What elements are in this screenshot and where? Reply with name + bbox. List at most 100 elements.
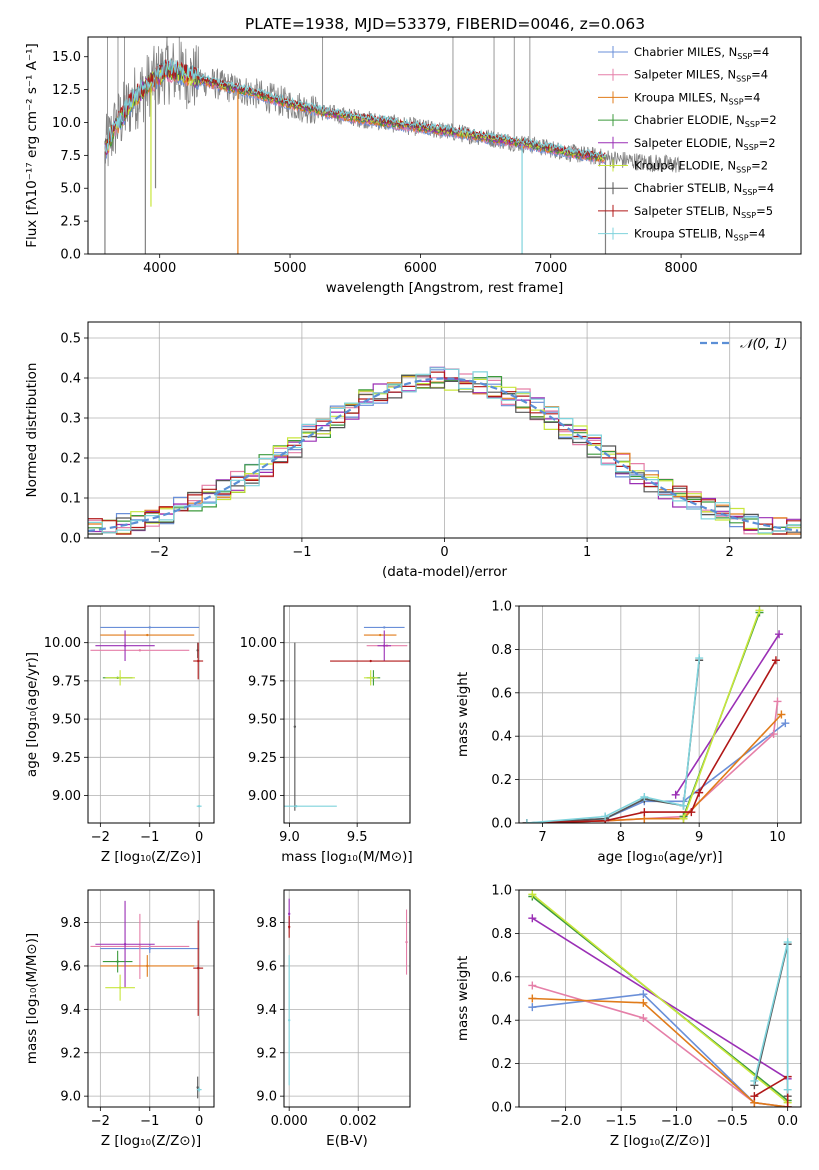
x-axis-label: age [log₁₀(age/yr)] (597, 849, 722, 865)
panel-residual_histogram: −2 −1 0 1 2 0.0 0.1 0.2 0.3 0.4 0.5 (data-model)/er… (24, 321, 802, 580)
legend-label: Salpeter ELODIE, NSSP=2 (634, 136, 776, 152)
axes-frame (283, 605, 411, 824)
x-axis-label: wavelength [Angstrom, rest frame] (326, 280, 564, 296)
y-tick-label: 0.4 (60, 372, 81, 387)
y-axis-label: Normed distribution (24, 363, 40, 498)
y-tick-label: 9.8 (256, 916, 277, 931)
series-marker (781, 719, 790, 728)
series-marker (639, 1014, 648, 1023)
plot-area (104, 37, 682, 254)
series-marker (639, 998, 648, 1007)
series-marker (528, 890, 537, 899)
x-axis-label: mass [log₁₀(M/M⊙)] (281, 849, 412, 865)
y-tick-label: 9.0 (256, 1090, 277, 1105)
x-tick-label: 1 (583, 545, 591, 560)
series-marker (783, 1085, 792, 1094)
panel-mass_vs_Z: −2 −1 0 9.0 9.2 9.4 9.6 9.8 Z [log₁₀(Z/Z⊙)] mass … (24, 889, 215, 1149)
data-point (294, 804, 298, 808)
series-marker (528, 1003, 537, 1012)
x-tick-label: −2 (91, 1114, 110, 1129)
y-tick-label: 0.0 (60, 532, 81, 547)
series-marker (755, 606, 764, 615)
y-tick-label: 9.25 (248, 751, 277, 766)
y-tick-label: 0.2 (60, 452, 81, 467)
x-tick-label: −1 (140, 830, 159, 845)
y-tick-label: 9.8 (60, 916, 81, 931)
y-axis-label: age [log₁₀(age/yr)] (24, 652, 40, 777)
x-tick-label: −1 (292, 545, 311, 560)
axes-frame (87, 321, 802, 539)
panel-mass_weight_vs_age: 7 8 9 10 0.0 0.2 0.4 0.6 0.8 1.0 age [log₁₀(age/yr… (455, 600, 802, 865)
data-point (138, 945, 142, 948)
x-axis-label: Z [log₁₀(Z/Z⊙)] (101, 1133, 201, 1149)
series-marker (783, 938, 792, 947)
plot-area (522, 606, 790, 823)
model-spectrum-8 (104, 59, 606, 158)
plot-area (287, 898, 408, 1086)
x-axis-label: E(B-V) (326, 1133, 368, 1149)
x-tick-label: 10 (769, 830, 786, 845)
legend-label: Salpeter MILES, NSSP=4 (634, 68, 768, 84)
series-marker (528, 994, 537, 1003)
plot-area (90, 626, 204, 808)
y-tick-label: 9.25 (52, 751, 81, 766)
legend-label: Salpeter STELIB, NSSP=5 (634, 204, 773, 220)
y-tick-label: 9.2 (256, 1046, 277, 1061)
x-tick-label: 5000 (273, 261, 306, 276)
data-point (383, 644, 386, 647)
panels: 4000 5000 6000 7000 80000.02.55.07.510.012.5… (24, 36, 802, 1149)
data-point (197, 804, 201, 808)
panel-mass_weight_vs_Z: −2.0 −1.5 −1.0 −0.5 0.0 0.0 0.2 0.4 0.6 0.8 1.0 Z [… (455, 884, 802, 1149)
series-marker (528, 914, 537, 923)
data-point (146, 633, 149, 637)
data-point (287, 912, 291, 916)
plot-area (90, 900, 204, 1099)
x-tick-label: 0.000 (271, 1114, 308, 1129)
panel-age_vs_Z: −2 −1 0 9.00 9.25 9.50 9.75 10.00 Z [log₁₀(Z/Z⊙)… (24, 605, 215, 865)
normal-curve (88, 377, 799, 533)
x-tick-label: −2 (150, 545, 169, 560)
y-tick-label: 0.4 (491, 730, 512, 745)
x-tick-label: 0 (195, 1114, 203, 1129)
residual-hist-8 (88, 367, 801, 534)
y-tick-label: 0.6 (491, 686, 512, 701)
axes-frame (87, 889, 215, 1108)
x-tick-label: −1 (140, 1114, 159, 1129)
y-axis-label: mass weight (455, 672, 471, 757)
legend-label: 𝒩(0, 1) (740, 337, 787, 352)
axes-frame (87, 605, 215, 824)
y-tick-label: 0.3 (60, 412, 81, 427)
y-tick-label: 0.5 (60, 332, 81, 347)
plot-area (88, 366, 801, 535)
series-marker (679, 801, 688, 810)
y-tick-label: 9.50 (248, 713, 277, 728)
y-tick-label: 10.00 (44, 636, 81, 651)
series-line-5 (682, 610, 761, 819)
axes-frame (87, 36, 802, 255)
y-tick-label: 2.5 (60, 215, 81, 230)
y-tick-label: 9.6 (256, 959, 277, 974)
series-marker (695, 654, 704, 663)
data-point (196, 1086, 199, 1089)
y-tick-label: 7.5 (60, 149, 81, 164)
y-tick-label: 0.2 (491, 773, 512, 788)
x-axis-label: (data-model)/error (382, 564, 508, 580)
y-tick-label: 9.4 (256, 1003, 277, 1018)
plot-area (528, 890, 792, 1107)
series-marker (679, 814, 688, 823)
data-point (116, 960, 119, 963)
y-tick-label: 9.75 (52, 674, 81, 689)
data-point (118, 676, 122, 680)
series-marker (750, 1076, 759, 1085)
y-tick-label: 0.2 (491, 1057, 512, 1072)
x-axis-label: Z [log₁₀(Z/Z⊙)] (101, 849, 201, 865)
y-tick-label: 9.4 (60, 1003, 81, 1018)
y-axis-label: mass weight (455, 956, 471, 1041)
series-line-4 (675, 633, 780, 796)
y-tick-label: 10.00 (240, 636, 277, 651)
x-tick-label: 8000 (665, 261, 698, 276)
x-tick-label: 9.5 (347, 830, 368, 845)
y-tick-label: 9.0 (60, 1090, 81, 1105)
legend-label: Kroupa MILES, NSSP=4 (634, 90, 760, 106)
series-marker (687, 808, 696, 817)
